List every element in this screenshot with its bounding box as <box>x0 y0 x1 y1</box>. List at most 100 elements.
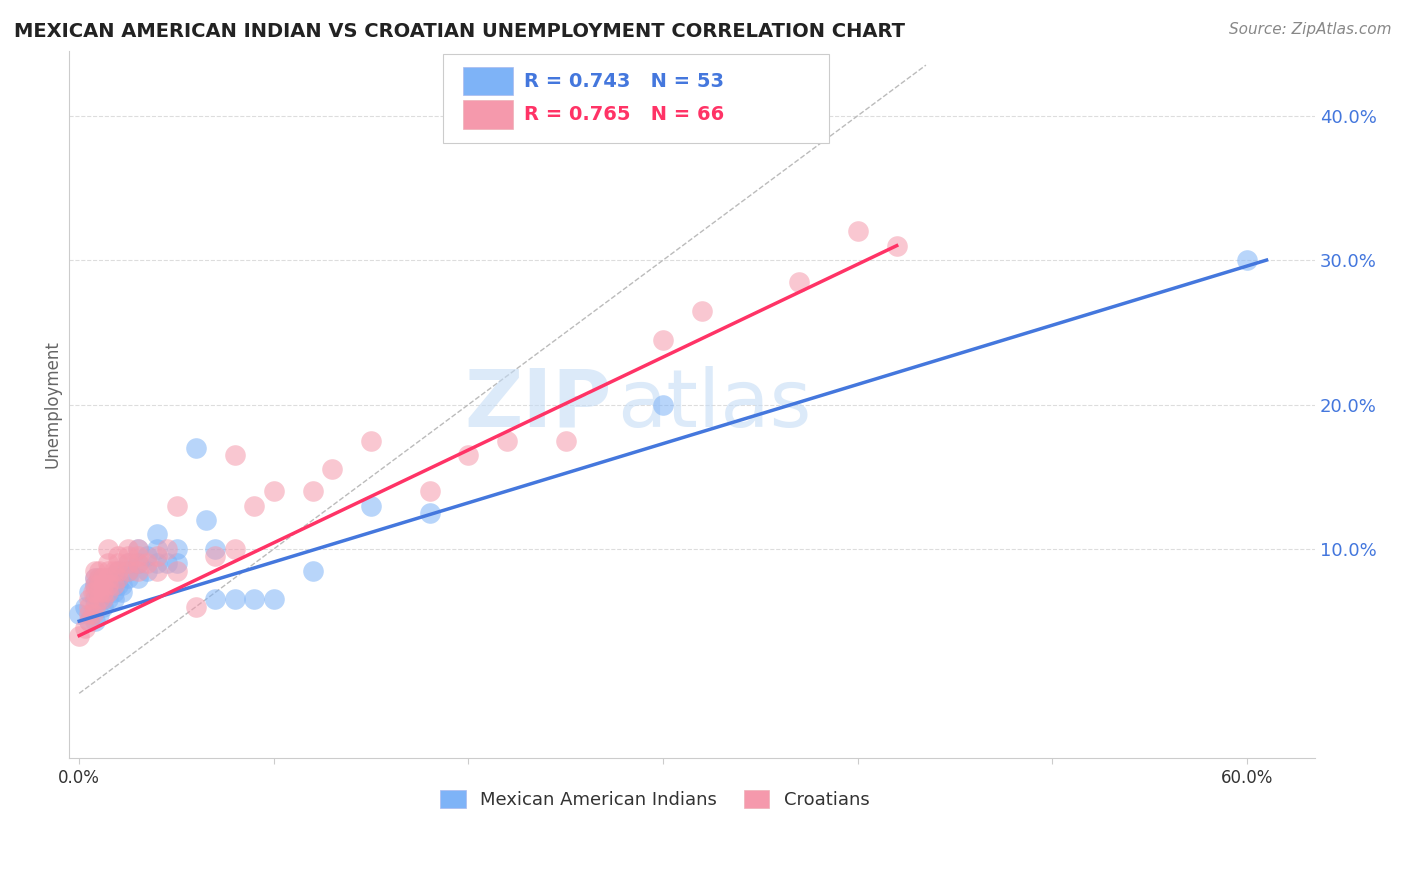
Point <box>127 557 149 571</box>
Point <box>243 499 266 513</box>
Point <box>146 557 169 571</box>
Point <box>146 527 169 541</box>
Point <box>204 541 226 556</box>
Point <box>91 592 114 607</box>
Text: MEXICAN AMERICAN INDIAN VS CROATIAN UNEMPLOYMENT CORRELATION CHART: MEXICAN AMERICAN INDIAN VS CROATIAN UNEM… <box>14 22 905 41</box>
Text: Source: ZipAtlas.com: Source: ZipAtlas.com <box>1229 22 1392 37</box>
Point <box>117 571 139 585</box>
Point <box>184 441 207 455</box>
Point <box>83 571 105 585</box>
Text: R = 0.743   N = 53: R = 0.743 N = 53 <box>524 71 724 91</box>
Point <box>224 541 246 556</box>
Point <box>77 614 100 628</box>
Point <box>301 564 323 578</box>
Point <box>77 599 100 614</box>
Point <box>321 462 343 476</box>
Point <box>87 578 110 592</box>
Point <box>136 557 159 571</box>
Point <box>360 499 382 513</box>
Point <box>127 541 149 556</box>
Point <box>87 585 110 599</box>
Text: atlas: atlas <box>617 366 811 443</box>
Point <box>146 549 169 563</box>
Point <box>554 434 576 448</box>
Point <box>87 585 110 599</box>
Text: R = 0.765   N = 66: R = 0.765 N = 66 <box>524 105 724 124</box>
Point <box>97 585 120 599</box>
Point <box>117 541 139 556</box>
Point <box>103 564 125 578</box>
Point <box>146 564 169 578</box>
Point <box>77 607 100 621</box>
Point <box>156 541 179 556</box>
Point <box>652 333 675 347</box>
Point <box>846 224 869 238</box>
Point <box>103 592 125 607</box>
Point <box>146 541 169 556</box>
Point <box>91 585 114 599</box>
Point <box>117 557 139 571</box>
FancyBboxPatch shape <box>463 67 513 95</box>
Point <box>360 434 382 448</box>
Point <box>91 599 114 614</box>
Point <box>97 578 120 592</box>
Point <box>166 541 188 556</box>
Point <box>652 397 675 411</box>
Point <box>204 549 226 563</box>
Point <box>83 585 105 599</box>
Point <box>156 557 179 571</box>
Point <box>83 614 105 628</box>
FancyBboxPatch shape <box>443 54 830 143</box>
Point <box>127 541 149 556</box>
Point <box>82 607 104 621</box>
Point <box>243 592 266 607</box>
Point <box>301 484 323 499</box>
Point <box>419 484 441 499</box>
Point <box>83 571 105 585</box>
Point <box>117 557 139 571</box>
Point <box>1236 253 1258 268</box>
Point <box>886 238 908 252</box>
Point <box>117 564 139 578</box>
Point <box>91 571 114 585</box>
Point <box>97 571 120 585</box>
Point <box>87 578 110 592</box>
Point <box>97 592 120 607</box>
FancyBboxPatch shape <box>463 100 513 128</box>
Point <box>127 571 149 585</box>
Point <box>107 557 129 571</box>
Y-axis label: Unemployment: Unemployment <box>44 341 60 468</box>
Point <box>111 585 134 599</box>
Point <box>136 549 159 563</box>
Point <box>97 557 120 571</box>
Point <box>117 564 139 578</box>
Point <box>103 578 125 592</box>
Point <box>690 303 713 318</box>
Point <box>111 578 134 592</box>
Point <box>419 506 441 520</box>
Point <box>87 564 110 578</box>
Point <box>77 592 100 607</box>
Point <box>107 564 129 578</box>
Text: ZIP: ZIP <box>464 366 612 443</box>
Point <box>127 549 149 563</box>
Point <box>166 499 188 513</box>
Point <box>107 571 129 585</box>
Point <box>166 564 188 578</box>
Legend: Mexican American Indians, Croatians: Mexican American Indians, Croatians <box>433 783 877 816</box>
Point <box>77 585 100 599</box>
Point <box>83 578 105 592</box>
Point <box>67 629 90 643</box>
Point <box>103 585 125 599</box>
Point <box>91 592 114 607</box>
Point <box>83 578 105 592</box>
Point <box>83 599 105 614</box>
Point <box>224 592 246 607</box>
Point <box>496 434 519 448</box>
Point <box>91 578 114 592</box>
Point <box>107 571 129 585</box>
Point <box>83 592 105 607</box>
Point <box>73 621 96 635</box>
Point <box>107 564 129 578</box>
Point <box>73 599 96 614</box>
